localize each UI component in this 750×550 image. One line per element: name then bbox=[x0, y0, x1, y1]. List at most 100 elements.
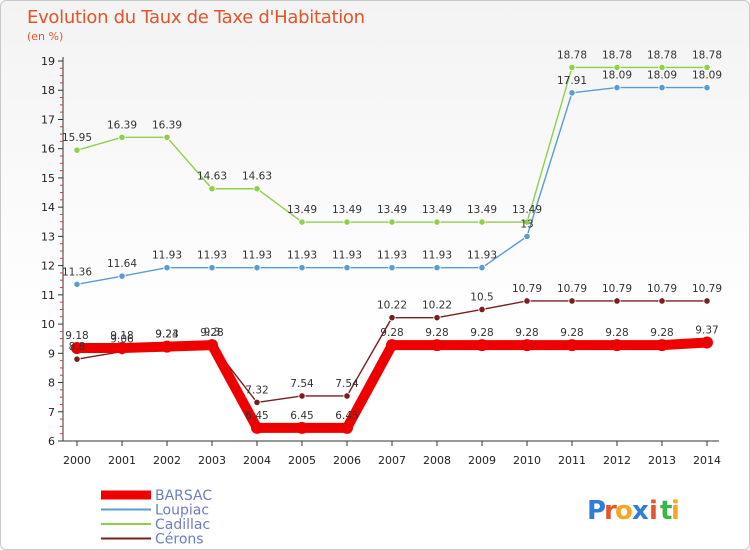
data-label: 10.22 bbox=[422, 300, 452, 312]
data-label: 13.49 bbox=[422, 204, 452, 216]
y-tick-label: 12 bbox=[41, 260, 55, 273]
data-point bbox=[343, 392, 351, 400]
data-label: 9.23 bbox=[155, 329, 178, 341]
data-label: 10.5 bbox=[470, 291, 493, 303]
data-point bbox=[568, 63, 576, 72]
data-label: 8.8 bbox=[69, 341, 86, 353]
legend-label: Cadillac bbox=[155, 517, 210, 533]
data-point bbox=[658, 84, 666, 92]
data-point bbox=[298, 264, 306, 272]
data-label: 9.24 bbox=[155, 328, 179, 340]
y-tick-label: 9 bbox=[48, 347, 55, 360]
data-point bbox=[478, 264, 486, 272]
x-tick-label: 2014 bbox=[693, 454, 721, 467]
legend-label: Loupiac bbox=[155, 503, 209, 519]
data-point bbox=[703, 297, 711, 305]
data-point bbox=[296, 421, 308, 434]
data-point bbox=[613, 297, 621, 305]
data-label: 11.93 bbox=[377, 250, 407, 262]
logo-letter: r bbox=[604, 496, 617, 526]
legend-item: Cadillac bbox=[101, 517, 210, 533]
data-label: 18.09 bbox=[647, 70, 677, 82]
x-tick-label: 2002 bbox=[153, 454, 181, 467]
data-label: 7.54 bbox=[335, 378, 359, 390]
data-label: 16.39 bbox=[107, 119, 137, 131]
data-label: 11.93 bbox=[467, 250, 497, 262]
series-line bbox=[76, 66, 708, 223]
data-point bbox=[388, 314, 396, 322]
data-point bbox=[476, 339, 488, 352]
y-tick-label: 14 bbox=[41, 201, 55, 214]
y-tick-label: 19 bbox=[41, 55, 55, 68]
data-point bbox=[251, 421, 263, 434]
x-tick-label: 2006 bbox=[333, 454, 361, 467]
x-tick-label: 2013 bbox=[648, 454, 676, 467]
data-label: 18.09 bbox=[602, 70, 632, 82]
data-label: 16.39 bbox=[152, 119, 182, 131]
x-tick-label: 2007 bbox=[378, 454, 406, 467]
data-label: 13 bbox=[520, 218, 533, 230]
data-point bbox=[433, 314, 441, 322]
y-tick-label: 18 bbox=[41, 84, 55, 97]
data-point bbox=[73, 355, 81, 363]
data-label: 11.36 bbox=[62, 266, 92, 278]
data-label: 18.78 bbox=[692, 49, 722, 61]
chart-subtitle: (en %) bbox=[27, 30, 64, 43]
data-label: 11.93 bbox=[422, 250, 452, 262]
data-label: 9.28 bbox=[425, 327, 448, 339]
data-point bbox=[521, 339, 533, 352]
data-point bbox=[73, 146, 81, 154]
y-tick-label: 15 bbox=[41, 172, 55, 185]
series-loupiac bbox=[73, 84, 711, 288]
data-point bbox=[433, 218, 441, 226]
data-label: 9.28 bbox=[515, 327, 538, 339]
y-tick-label: 6 bbox=[48, 435, 55, 448]
data-label: 11.93 bbox=[242, 250, 272, 262]
data-label: 11.64 bbox=[107, 258, 137, 270]
logo-letter: i bbox=[649, 496, 658, 526]
data-label: 10.79 bbox=[557, 283, 587, 295]
y-tick-label: 7 bbox=[48, 406, 55, 419]
data-point bbox=[568, 89, 576, 97]
data-label: 9.28 bbox=[470, 327, 493, 339]
series-line bbox=[72, 337, 712, 433]
legend-item: Cérons bbox=[101, 532, 204, 548]
data-point bbox=[478, 218, 486, 226]
data-point bbox=[343, 264, 351, 272]
data-point bbox=[298, 392, 306, 400]
x-tick-label: 2005 bbox=[288, 454, 316, 467]
data-label: 10.79 bbox=[647, 283, 677, 295]
data-point bbox=[208, 264, 216, 272]
proxiti-logo: Pro x i ti bbox=[587, 496, 680, 526]
data-point bbox=[701, 336, 713, 349]
series-cadillac bbox=[73, 63, 711, 226]
data-point bbox=[161, 340, 173, 353]
data-label: 18.78 bbox=[557, 49, 587, 61]
data-point bbox=[341, 421, 353, 434]
data-label: 7.32 bbox=[245, 384, 268, 396]
data-point bbox=[116, 342, 128, 355]
data-label: 9.28 bbox=[650, 327, 673, 339]
data-label: 9.28 bbox=[380, 327, 403, 339]
data-point bbox=[433, 264, 441, 272]
data-label: 9.18 bbox=[110, 330, 133, 342]
data-label: 14.63 bbox=[197, 171, 227, 183]
data-label: 13.49 bbox=[467, 204, 497, 216]
data-point bbox=[568, 297, 576, 305]
data-point bbox=[613, 84, 621, 92]
data-point bbox=[163, 264, 171, 272]
y-tick-label: 10 bbox=[41, 318, 55, 331]
data-label: 11.93 bbox=[152, 250, 182, 262]
logo-letter: t bbox=[660, 496, 672, 526]
data-label: 7.54 bbox=[290, 378, 314, 390]
series-barsac bbox=[71, 336, 713, 434]
y-tick-label: 17 bbox=[41, 113, 55, 126]
x-tick-label: 2010 bbox=[513, 454, 541, 467]
data-label: 9.06 bbox=[110, 334, 134, 346]
data-label: 9.28 bbox=[200, 327, 223, 339]
x-tick-label: 2003 bbox=[198, 454, 226, 467]
data-label: 13.49 bbox=[332, 204, 362, 216]
x-tick-label: 2012 bbox=[603, 454, 631, 467]
chart-title: Evolution du Taux de Taxe d'Habitation bbox=[27, 7, 365, 28]
